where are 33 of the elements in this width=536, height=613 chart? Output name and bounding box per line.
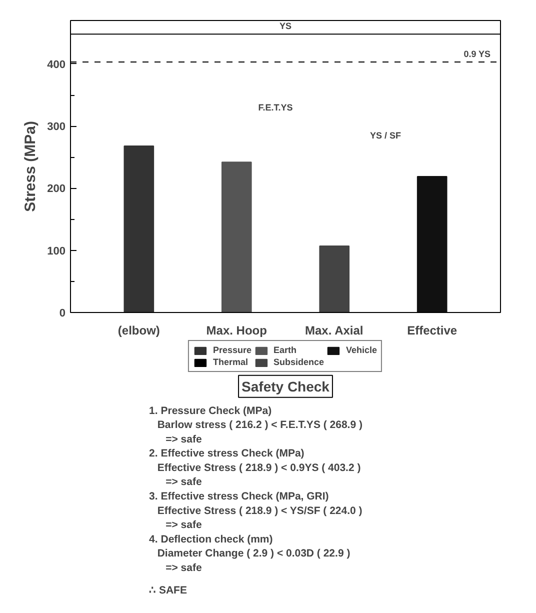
text: Effective Stress ( 218.9 ) < YS/SF ( 224.0 ) (157, 504, 362, 517)
ref-line-label: YS (279, 21, 292, 32)
y-tick-label: 400 (47, 58, 66, 71)
y-axis-title: Stress (MPa) (22, 121, 40, 212)
text: => safe (166, 562, 202, 574)
text: 2. Effective stress Check (MPa) (149, 448, 304, 460)
text: ∴ SAFE (149, 584, 187, 596)
annotation: F.E.T.YS (258, 102, 293, 112)
text: => safe (166, 433, 202, 446)
ref-line-label: 0.9 YS (464, 49, 491, 59)
x-tick-label: (elbow) (118, 324, 160, 338)
text: Barlow stress ( 216.2 ) < F.E.T.YS ( 268.9 ) (157, 419, 362, 432)
text: Effective Stress ( 218.9 ) < 0.9YS ( 403.2 ) (157, 462, 361, 474)
legend-label: Pressure (212, 345, 252, 355)
legend-label: Subsidence (273, 357, 324, 367)
y-tick-label: 100 (47, 245, 66, 258)
text: 1. Pressure Check (MPa) (149, 404, 272, 417)
x-tick-label: Effective (407, 324, 458, 338)
text: 4. Deflection check (mm) (149, 533, 273, 546)
text: Safety Check (242, 378, 330, 394)
text: 3. Effective stress Check (MPa, GRI) (149, 490, 329, 502)
text: => safe (166, 476, 202, 488)
legend-label: Earth (273, 345, 297, 355)
x-tick-label: Max. Axial (305, 324, 364, 338)
text: => safe (166, 519, 202, 532)
y-tick-label: 200 (47, 183, 66, 196)
y-tick-label: 300 (47, 121, 66, 134)
annotation: YS / SF (370, 130, 402, 140)
legend-label: Vehicle (346, 345, 378, 355)
y-tick-label: 0 (59, 308, 66, 320)
text: Diameter Change ( 2.9 ) < 0.03D ( 22.9 ) (157, 548, 350, 560)
legend-label: Thermal (212, 357, 248, 367)
x-tick-label: Max. Hoop (206, 324, 267, 338)
